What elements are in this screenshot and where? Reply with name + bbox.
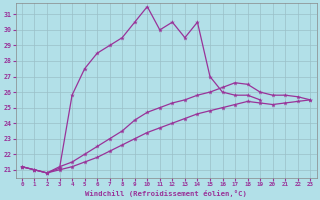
X-axis label: Windchill (Refroidissement éolien,°C): Windchill (Refroidissement éolien,°C) xyxy=(85,190,247,197)
